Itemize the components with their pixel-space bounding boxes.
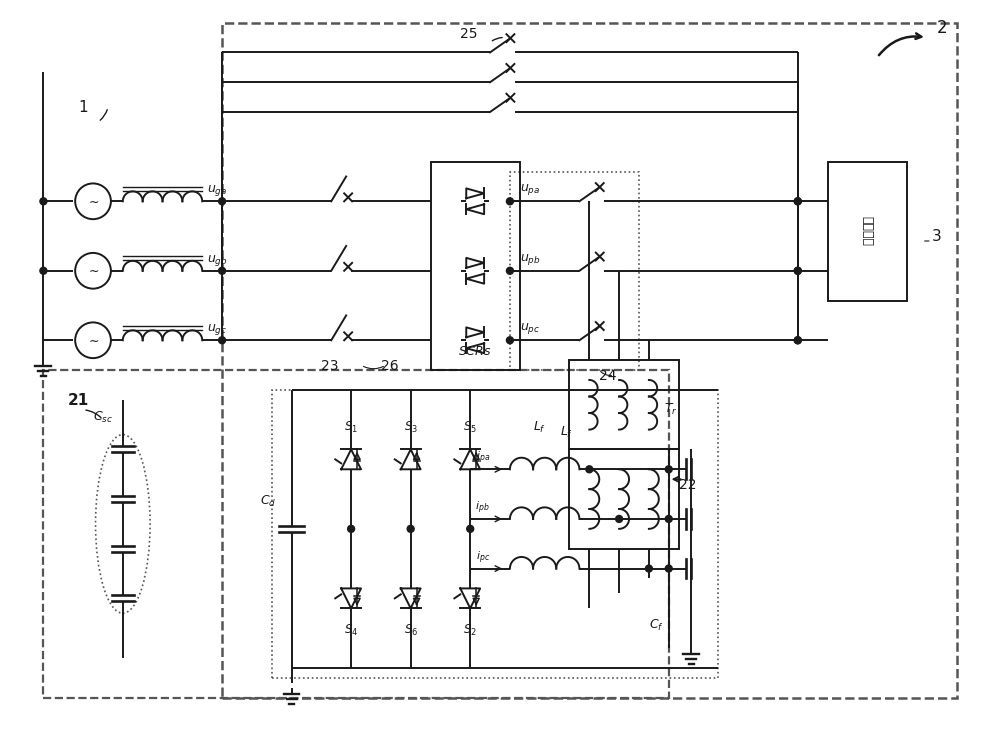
Bar — [222, 22, 957, 698]
Circle shape — [645, 565, 652, 572]
Text: $i_{pa}$: $i_{pa}$ — [476, 450, 490, 466]
Text: $i_{pc}$: $i_{pc}$ — [476, 549, 490, 566]
Text: $L_f$: $L_f$ — [533, 419, 546, 434]
Text: 敏感负载: 敏感负载 — [861, 216, 874, 246]
Circle shape — [75, 184, 111, 219]
Text: $S_2$: $S_2$ — [463, 623, 477, 638]
Circle shape — [586, 466, 593, 472]
Text: $u_{pa}$: $u_{pa}$ — [520, 182, 540, 197]
Text: $C_d$: $C_d$ — [260, 494, 277, 509]
Bar — [569, 360, 679, 449]
Circle shape — [506, 267, 513, 274]
Circle shape — [506, 337, 513, 344]
Text: $u_{pb}$: $u_{pb}$ — [520, 252, 540, 267]
Text: $S_4$: $S_4$ — [344, 623, 358, 638]
Text: $S_5$: $S_5$ — [463, 419, 477, 434]
Bar — [569, 449, 679, 549]
Text: 26: 26 — [381, 359, 399, 373]
Text: 1: 1 — [78, 100, 88, 115]
Bar — [43, 370, 669, 698]
Text: $T_r$: $T_r$ — [664, 402, 677, 417]
Text: $\sim$: $\sim$ — [86, 195, 100, 208]
Circle shape — [348, 526, 355, 532]
Text: $C_{sc}$: $C_{sc}$ — [93, 410, 113, 424]
Text: 22: 22 — [679, 478, 696, 492]
Text: $C_f$: $C_f$ — [649, 618, 664, 633]
Circle shape — [665, 515, 672, 523]
Bar — [431, 161, 520, 370]
Text: 3: 3 — [932, 229, 942, 244]
Bar — [828, 161, 907, 301]
Text: $\sim$: $\sim$ — [86, 334, 100, 346]
Circle shape — [219, 198, 226, 205]
Text: $i_{pb}$: $i_{pb}$ — [475, 500, 490, 516]
Circle shape — [794, 267, 801, 274]
Circle shape — [794, 337, 801, 344]
Text: $u_{pc}$: $u_{pc}$ — [520, 321, 540, 336]
Circle shape — [219, 337, 226, 344]
Text: 25: 25 — [460, 26, 478, 40]
Circle shape — [407, 526, 414, 532]
Text: $S_1$: $S_1$ — [344, 419, 358, 434]
Circle shape — [794, 198, 801, 205]
Text: $u_{ga}$: $u_{ga}$ — [207, 183, 227, 198]
Text: $u_{gb}$: $u_{gb}$ — [207, 253, 228, 268]
Text: 24: 24 — [599, 369, 617, 383]
Circle shape — [665, 466, 672, 472]
Circle shape — [794, 267, 801, 274]
Circle shape — [75, 322, 111, 358]
Bar — [510, 172, 639, 370]
Circle shape — [40, 198, 47, 205]
Text: 21: 21 — [68, 393, 89, 408]
Bar — [272, 390, 718, 678]
Circle shape — [665, 565, 672, 572]
Text: $\sim$: $\sim$ — [86, 264, 100, 278]
Circle shape — [616, 515, 623, 523]
Text: 2: 2 — [937, 19, 947, 37]
Text: $L_f$: $L_f$ — [560, 424, 573, 439]
Text: $S_6$: $S_6$ — [404, 623, 418, 638]
Circle shape — [75, 253, 111, 289]
Circle shape — [40, 267, 47, 274]
Circle shape — [794, 337, 801, 344]
Text: $u_{gc}$: $u_{gc}$ — [207, 322, 227, 338]
Circle shape — [467, 526, 474, 532]
Text: $SCRs$: $SCRs$ — [458, 345, 492, 358]
Text: 23: 23 — [321, 359, 339, 373]
Circle shape — [219, 267, 226, 274]
Text: $S_3$: $S_3$ — [404, 419, 418, 434]
Circle shape — [506, 198, 513, 205]
Circle shape — [794, 198, 801, 205]
